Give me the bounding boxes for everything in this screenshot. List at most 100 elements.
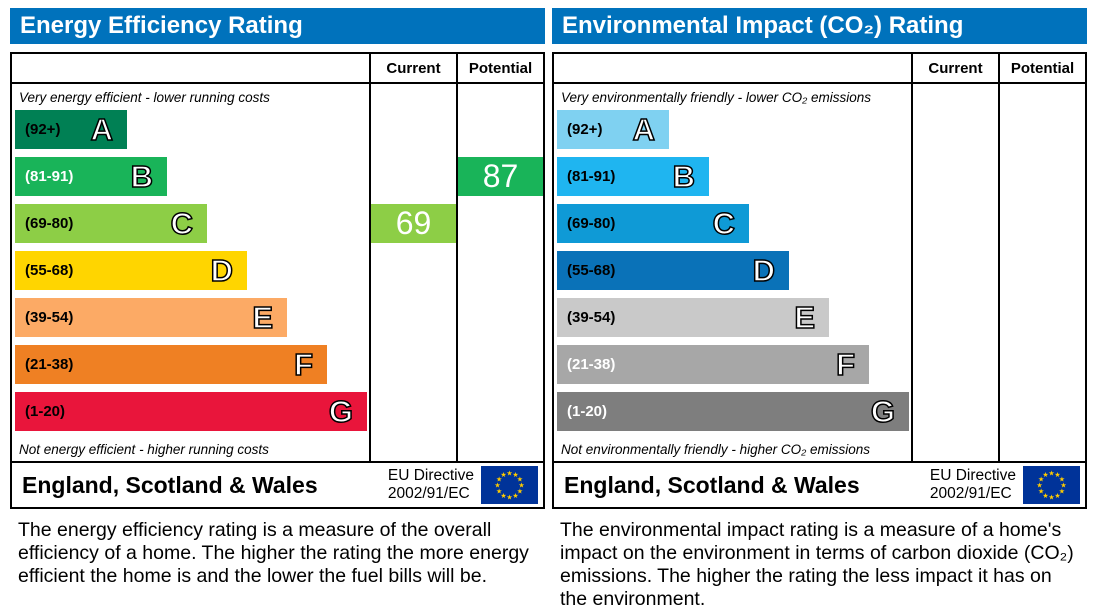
potential-cell xyxy=(456,84,543,110)
top-note-row: Very energy efficient - lower running co… xyxy=(12,84,543,110)
potential-cell xyxy=(998,392,1085,439)
potential-cell xyxy=(456,204,543,251)
current-column-header: Current xyxy=(911,54,998,82)
band-e-range: (39-54) xyxy=(567,309,616,326)
region-label: England, Scotland & Wales xyxy=(564,471,860,498)
svg-text:★: ★ xyxy=(496,488,502,496)
band-row-c: (69-80) C xyxy=(554,204,1085,251)
bottom-note: Not energy efficient - higher running co… xyxy=(19,442,269,457)
svg-text:★: ★ xyxy=(1059,488,1065,496)
band-row-e: (39-54) E xyxy=(554,298,1085,345)
band-c-bar: (69-80) C xyxy=(15,204,207,243)
band-b-range: (81-91) xyxy=(25,168,74,185)
potential-cell xyxy=(998,439,1085,461)
band-row-b: (81-91) B 87 xyxy=(12,157,543,204)
band-row-f: (21-38) F xyxy=(554,345,1085,392)
band-a-range: (92+) xyxy=(567,121,603,138)
band-row-e: (39-54) E xyxy=(12,298,543,345)
svg-text:★: ★ xyxy=(512,492,518,500)
svg-text:★: ★ xyxy=(500,471,506,479)
current-cell xyxy=(369,251,456,298)
current-cell xyxy=(911,110,998,157)
potential-column-header: Potential xyxy=(998,54,1085,82)
svg-text:★: ★ xyxy=(1042,471,1048,479)
band-d-letter: D xyxy=(210,253,234,288)
potential-cell: 87 xyxy=(456,157,543,204)
potential-cell xyxy=(456,392,543,439)
svg-text:★: ★ xyxy=(506,470,512,478)
band-row-c: (69-80) C 69 xyxy=(12,204,543,251)
svg-text:★: ★ xyxy=(517,476,523,484)
top-note-row: Very environmentally friendly - lower CO… xyxy=(554,84,1085,110)
current-cell xyxy=(911,298,998,345)
energy-rating-description: The energy efficiency rating is a measur… xyxy=(18,519,529,587)
potential-cell xyxy=(456,251,543,298)
energy-efficiency-panel: Energy Efficiency Rating Current Potenti… xyxy=(10,8,545,613)
potential-cell xyxy=(998,345,1085,392)
band-row-f: (21-38) F xyxy=(12,345,543,392)
band-column-spacer xyxy=(12,54,369,82)
current-cell xyxy=(911,439,998,461)
band-a-bar: (92+) A xyxy=(557,110,669,149)
band-a-bar: (92+) A xyxy=(15,110,127,149)
column-header-row: Current Potential xyxy=(12,54,543,84)
current-cell xyxy=(911,157,998,204)
current-cell xyxy=(911,84,998,110)
band-c-bar: (69-80) C xyxy=(557,204,749,243)
potential-rating-marker: 87 xyxy=(458,157,543,196)
potential-column-header: Potential xyxy=(456,54,543,82)
band-b-letter: B xyxy=(130,159,154,194)
band-c-letter: C xyxy=(712,206,736,241)
environmental-rating-table: Current Potential Very environmentally f… xyxy=(552,52,1087,463)
energy-rating-table: Current Potential Very energy efficient … xyxy=(10,52,545,463)
svg-text:★: ★ xyxy=(496,476,502,484)
potential-cell xyxy=(998,251,1085,298)
potential-cell xyxy=(998,84,1085,110)
band-f-bar: (21-38) F xyxy=(15,345,327,384)
band-a-letter: A xyxy=(632,112,656,147)
energy-panel-title: Energy Efficiency Rating xyxy=(10,8,545,44)
band-f-bar: (21-38) F xyxy=(557,345,869,384)
band-column-spacer xyxy=(554,54,911,82)
bottom-note-row: Not environmentally friendly - higher CO… xyxy=(554,439,1085,461)
band-row-a: (92+) A xyxy=(554,110,1085,157)
region-label: England, Scotland & Wales xyxy=(22,471,318,498)
band-row-g: (1-20) G xyxy=(12,392,543,439)
potential-cell xyxy=(998,110,1085,157)
band-c-range: (69-80) xyxy=(567,215,616,232)
band-row-a: (92+) A xyxy=(12,110,543,157)
band-d-range: (55-68) xyxy=(25,262,74,279)
svg-text:★: ★ xyxy=(1042,492,1048,500)
eu-directive-line1: EU Directive xyxy=(929,467,1016,485)
band-g-bar: (1-20) G xyxy=(557,392,909,431)
band-f-range: (21-38) xyxy=(25,356,74,373)
current-cell xyxy=(369,392,456,439)
band-a-range: (92+) xyxy=(25,121,61,138)
eu-directive-label: EU Directive 2002/91/EC xyxy=(930,467,1016,503)
svg-text:★: ★ xyxy=(512,471,518,479)
band-e-range: (39-54) xyxy=(25,309,74,326)
svg-text:★: ★ xyxy=(1038,476,1044,484)
svg-text:★: ★ xyxy=(1048,470,1054,478)
environmental-rating-description: The environmental impact rating is a mea… xyxy=(560,519,1074,610)
current-cell xyxy=(911,204,998,251)
current-rating-marker: 69 xyxy=(371,204,456,243)
svg-text:★: ★ xyxy=(518,482,524,490)
eu-directive-line1: EU Directive xyxy=(387,467,474,485)
band-g-bar: (1-20) G xyxy=(15,392,367,431)
current-column-header: Current xyxy=(369,54,456,82)
current-cell xyxy=(369,157,456,204)
band-row-b: (81-91) B xyxy=(554,157,1085,204)
region-footer: England, Scotland & Wales EU Directive 2… xyxy=(10,461,545,509)
band-a-letter: A xyxy=(90,112,114,147)
band-b-bar: (81-91) B xyxy=(557,157,709,196)
top-note: Very energy efficient - lower running co… xyxy=(19,90,270,105)
band-f-letter: F xyxy=(835,347,855,382)
band-f-range: (21-38) xyxy=(567,356,616,373)
band-row-g: (1-20) G xyxy=(554,392,1085,439)
svg-text:★: ★ xyxy=(1060,482,1066,490)
band-g-letter: G xyxy=(328,394,354,429)
svg-text:★: ★ xyxy=(517,488,523,496)
bottom-note-row: Not energy efficient - higher running co… xyxy=(12,439,543,461)
